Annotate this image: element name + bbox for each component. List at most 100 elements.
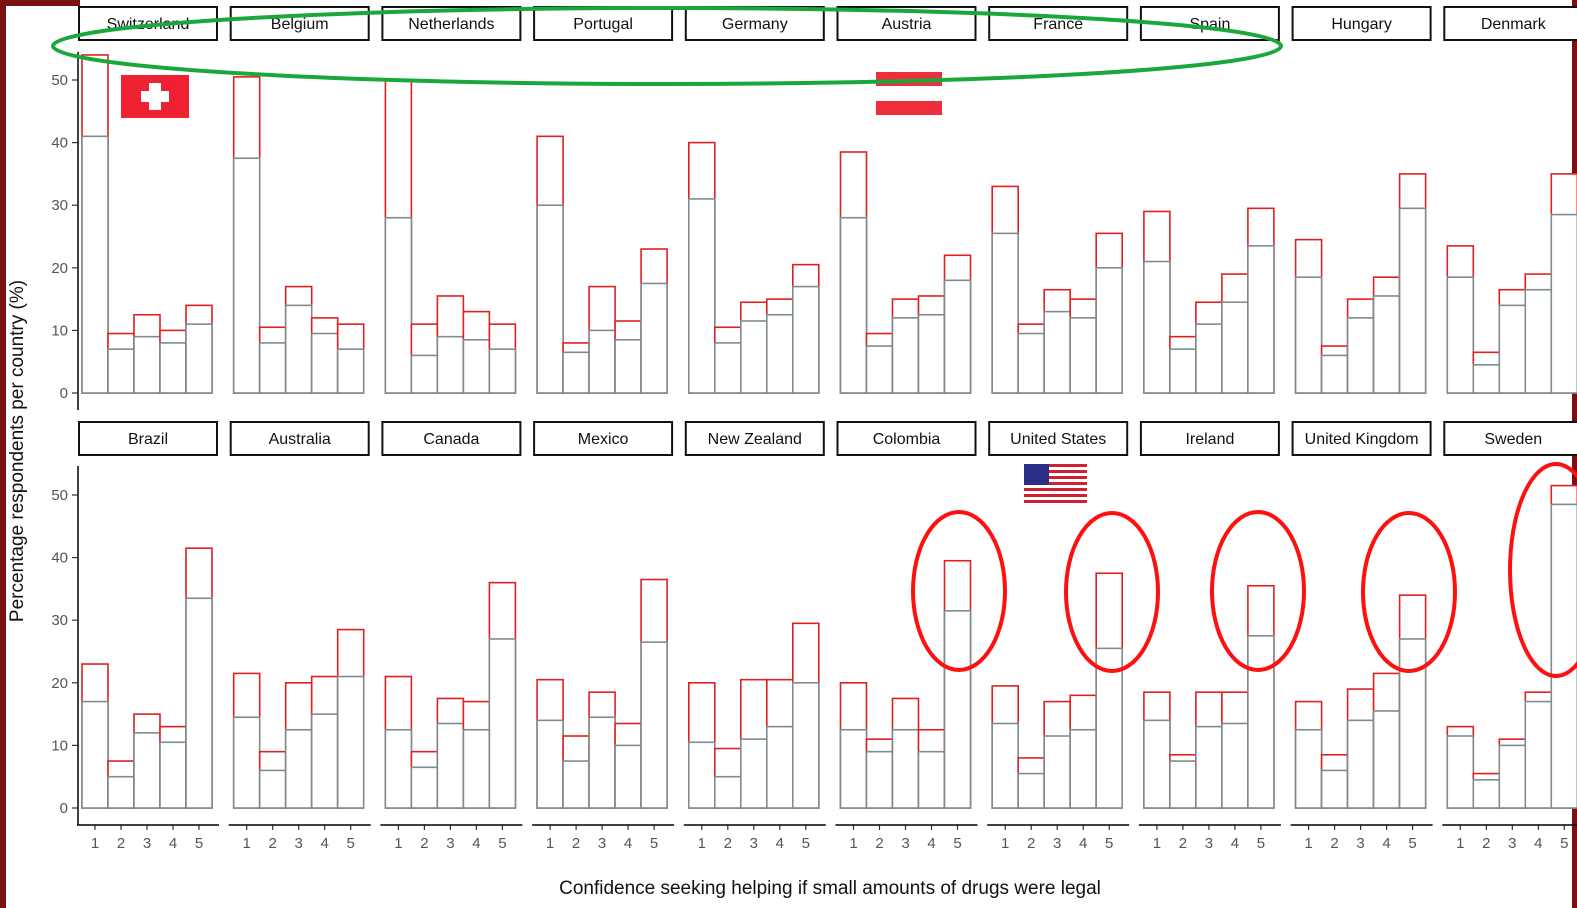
panel-australia: Australia 1 2 3 4 5 [228,421,371,852]
bar-inner [1169,348,1197,394]
facet-strip [988,6,1129,41]
x-tick-label: 3 [295,835,303,852]
x-tick-label: 3 [1205,835,1213,852]
facet-strip-label: Netherlands [408,16,494,33]
facet-strip-label: France [1033,16,1083,33]
usa-flag-stripe [1024,470,1087,473]
bar-inner [1069,728,1097,809]
y-tick-label: 30 [51,197,68,214]
y-tick-label: 0 [60,385,68,402]
bar-inner [107,348,135,394]
bar-inner [991,722,1020,809]
bar-inner [436,335,465,394]
bar-inner [891,728,920,809]
bar-inner [917,313,946,394]
bar-inner [1294,728,1323,809]
facet-strip [836,421,977,456]
usa-flag-stripe [1024,467,1087,470]
panel-mexico: Mexico 1 2 3 4 5 [532,421,675,852]
highlight-circle [911,510,1007,672]
facet-strip [1291,421,1432,456]
bar-inner [1143,260,1171,394]
bar-inner [1372,295,1401,394]
highlight-circle [1508,462,1577,678]
panel-hungary: Hungary [1291,6,1432,394]
panel-portugal: Portugal [533,6,674,394]
bar-inner [1095,647,1123,809]
usa-flag-stripe [1024,488,1087,491]
x-tick-label: 3 [143,835,151,852]
x-tick-label: 3 [446,835,454,852]
bar-inner [1017,772,1046,809]
x-tick-label: 1 [698,835,706,852]
x-tick-label: 5 [650,835,658,852]
x-tick-label: 1 [546,835,554,852]
top-frame-strip [0,0,80,6]
x-tick-label: 4 [776,835,784,852]
panel-united-kingdom: United Kingdom 1 2 3 4 5 [1290,421,1433,852]
x-tick-label: 5 [498,835,506,852]
bar-inner [133,335,161,394]
facet-strip-label: United States [1010,431,1106,448]
y-tick-label: 20 [51,675,68,692]
bar-inner [1550,213,1577,394]
bar-inner [336,348,365,394]
x-tick-label: 4 [1534,835,1542,852]
highlight-circle [1064,511,1160,673]
usa-flag-stripe [1024,473,1087,476]
facet-strip-label: New Zealand [708,431,802,448]
bar-inner [1043,310,1071,394]
panel-colombia: Colombia 1 2 3 4 5 [835,421,978,852]
y-tick-label: 10 [51,737,68,754]
facet-strip-label: United Kingdom [1305,431,1419,448]
x-tick-label: 2 [420,835,428,852]
bar-inner [1372,710,1401,809]
bar-inner [185,597,213,809]
facet-strip-label: Australia [269,431,331,448]
x-tick-label: 5 [1408,835,1416,852]
facet-strip [988,421,1129,456]
bar-inner [536,204,564,394]
x-tick-label: 3 [598,835,606,852]
facet-strip [684,421,825,456]
x-tick-label: 1 [394,835,402,852]
bar-inner [1247,245,1275,394]
bar-inner [614,744,642,809]
y-tick-label: 50 [51,487,68,504]
bar-inner [713,342,742,394]
x-tick-label: 2 [117,835,125,852]
bar-inner [1195,725,1223,809]
y-tick-label: 0 [60,800,68,817]
bar-inner [258,342,287,394]
bar-inner [488,348,517,394]
bar-inner [384,216,413,394]
panel-brazil: Brazil 1 2 3 4 5 [77,421,219,852]
usa-flag-canton [1024,464,1049,485]
highlight-circle [1361,511,1457,673]
facet-strip-label: Mexico [578,431,629,448]
x-tick-label: 5 [1105,835,1113,852]
bar-inner [536,719,564,809]
x-tick-label: 1 [849,835,857,852]
facet-strip-label: Ireland [1185,431,1234,448]
bar-inner [1320,354,1349,394]
y-tick-label: 40 [51,550,68,567]
bar-inner [133,732,161,809]
bar-inner [1346,317,1375,394]
x-axis-label: Confidence seeking helping if small amou… [559,878,1101,899]
bar-inner [791,681,820,809]
bar-inner [462,728,491,809]
bar-inner [1498,304,1527,394]
usa-flag-stripe [1024,482,1087,485]
bar-inner [159,342,187,394]
bar-inner [1550,503,1577,809]
facet-strip-label: Sweden [1484,431,1542,448]
x-tick-label: 1 [1001,835,1009,852]
x-tick-label: 2 [724,835,732,852]
facet-strip [1443,421,1577,456]
bar-inner [384,728,413,809]
bar-inner [588,329,616,394]
facet-strip-label: Austria [882,16,932,33]
bar-inner [336,675,365,809]
x-tick-label: 1 [91,835,99,852]
